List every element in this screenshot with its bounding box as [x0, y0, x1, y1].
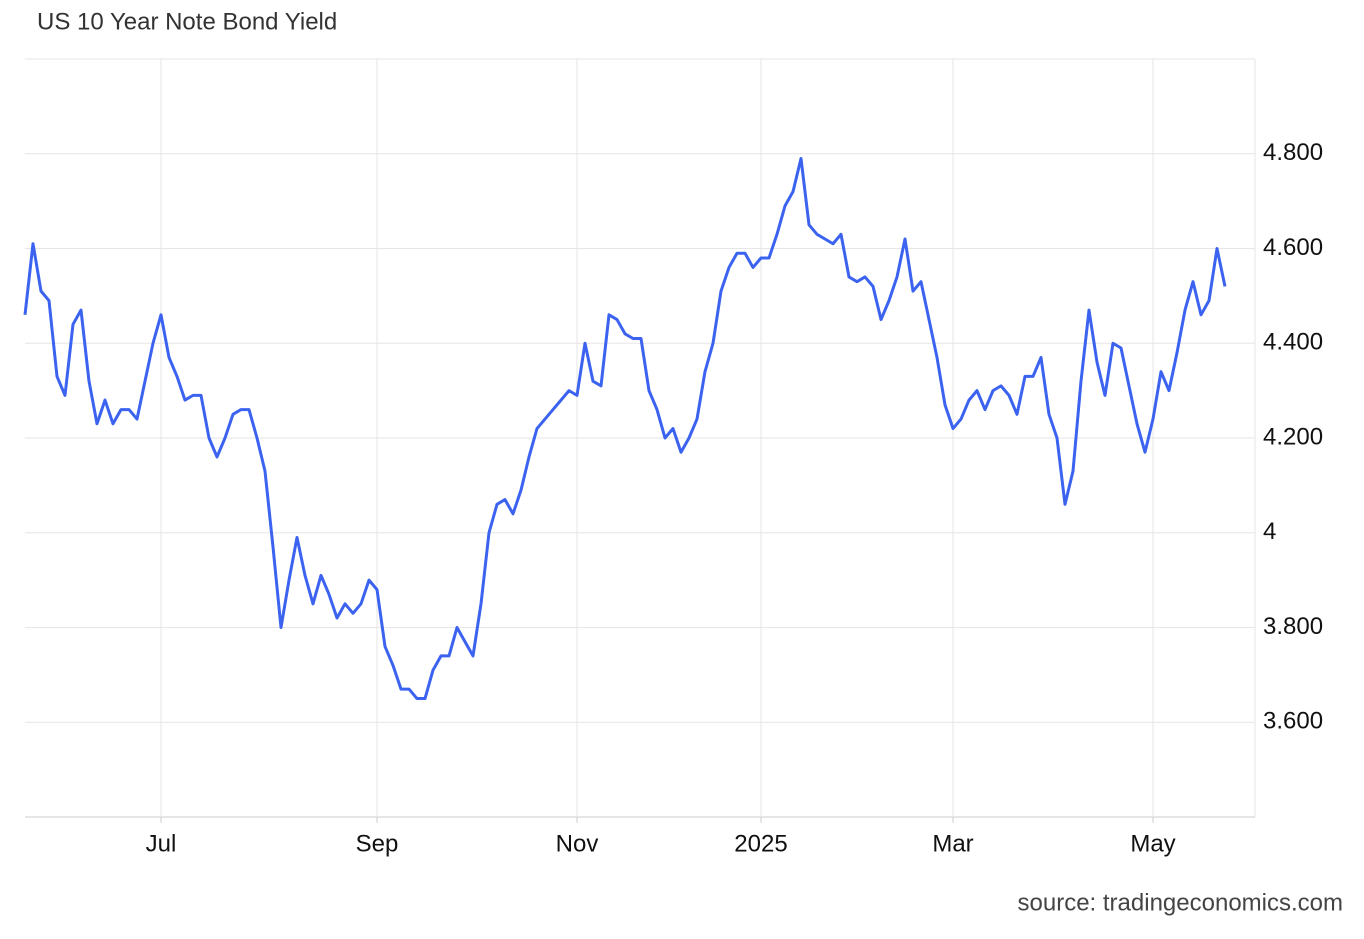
- x-tick-label: Sep: [356, 830, 399, 857]
- chart-title: US 10 Year Note Bond Yield: [37, 8, 337, 35]
- x-tick-label: May: [1130, 830, 1175, 857]
- y-tick-label: 4.800: [1263, 139, 1323, 166]
- source: source: tradingeconomics.com: [1018, 889, 1343, 916]
- y-tick-label: 4.400: [1263, 329, 1323, 356]
- y-tick-label: 4.600: [1263, 234, 1323, 261]
- y-tick-label: 4.200: [1263, 423, 1323, 450]
- y-tick-label: 3.600: [1263, 708, 1323, 735]
- x-tick-label: 2025: [734, 830, 787, 857]
- y-tick-label: 3.800: [1263, 613, 1323, 640]
- y-tick-label: 4: [1263, 518, 1276, 545]
- line-series: [23, 156, 1227, 701]
- x-tick-label: Mar: [932, 830, 973, 857]
- x-tick-label: Jul: [146, 830, 177, 857]
- x-tick-label: Nov: [556, 830, 599, 857]
